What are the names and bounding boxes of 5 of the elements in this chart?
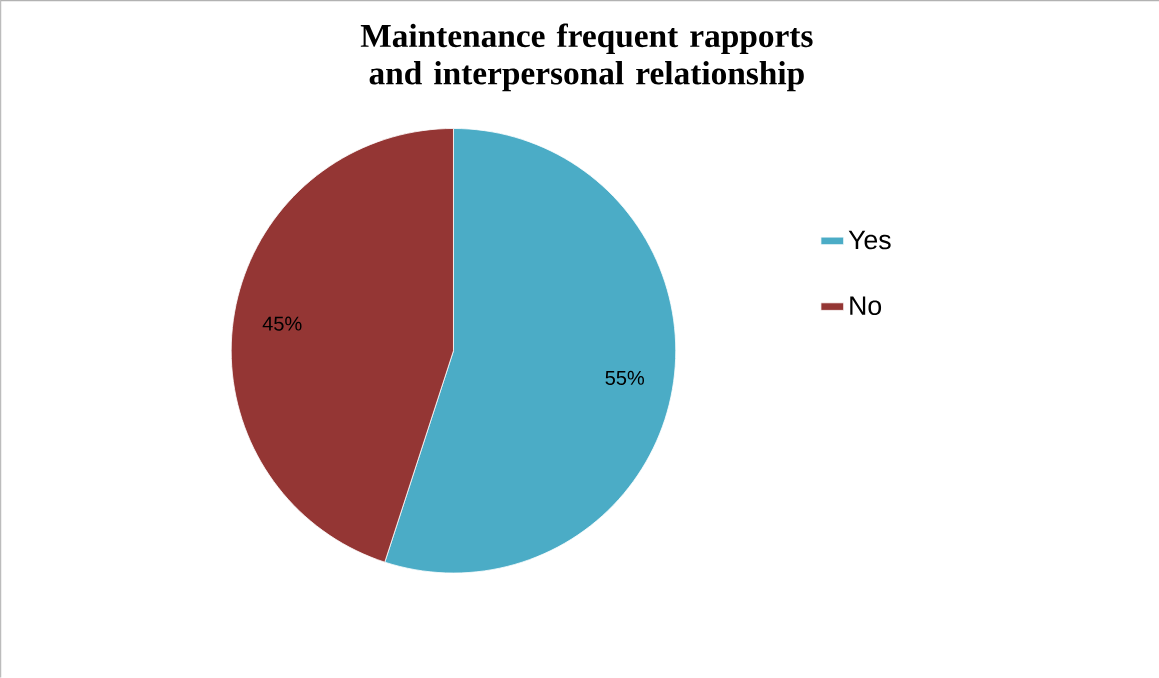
chart-title: Maintenance frequent rapports and interpersonal relationship <box>360 23 813 92</box>
legend-label: Yes <box>848 230 891 250</box>
data-label: 45% <box>262 316 302 331</box>
legend-label: No <box>850 296 882 316</box>
data-label: 55% <box>605 371 645 386</box>
